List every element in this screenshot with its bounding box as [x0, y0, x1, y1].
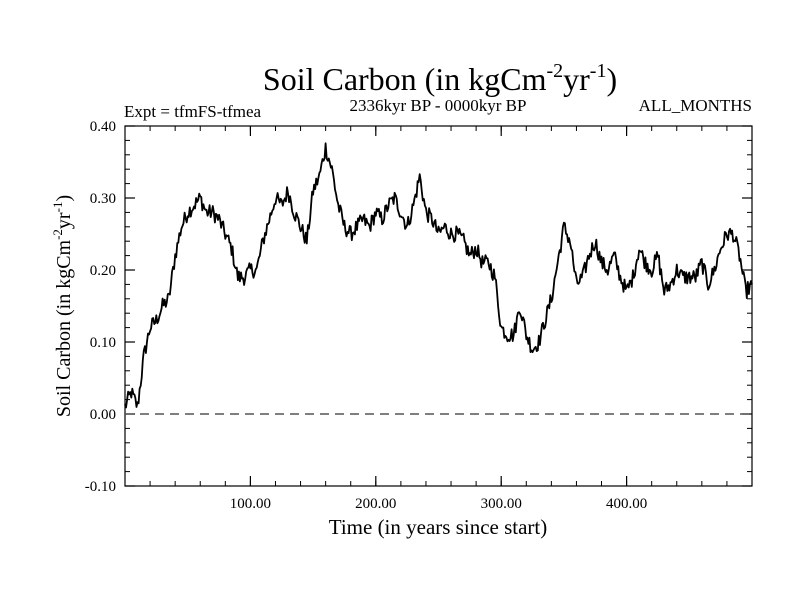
- minor-ticks: [124, 125, 753, 487]
- x-tick-label: 100.00: [230, 496, 271, 512]
- y-tick-label: 0.10: [90, 335, 116, 351]
- y-tick-label: 0.40: [90, 119, 116, 135]
- chart-title: Soil Carbon (in kgCm-2yr-1): [263, 60, 617, 97]
- x-tick-label: 300.00: [481, 496, 522, 512]
- y-tick-label: 0.00: [90, 407, 116, 423]
- x-tick-label: 200.00: [355, 496, 396, 512]
- y-tick-label: -0.10: [85, 479, 116, 495]
- months-label: ALL_MONTHS: [639, 96, 752, 115]
- y-axis-ticks: -0.10 0.00 0.10 0.20 0.30 0.40: [85, 119, 752, 495]
- plot-frame: [124, 125, 753, 487]
- x-axis-label: Time (in years since start): [329, 515, 548, 539]
- y-tick-label: 0.20: [90, 263, 116, 279]
- expt-label: Expt = tfmFS-tfmea: [124, 102, 262, 121]
- x-axis-ticks: 100.00 200.00 300.00 400.00: [230, 126, 647, 512]
- x-tick-label: 400.00: [606, 496, 647, 512]
- series-line-soil-carbon: [124, 142, 753, 409]
- y-axis-label: Soil Carbon (in kgCm-2yr-1): [50, 195, 75, 417]
- y-tick-label: 0.30: [90, 191, 116, 207]
- period-subtitle: 2336kyr BP - 0000kyr BP: [350, 96, 527, 115]
